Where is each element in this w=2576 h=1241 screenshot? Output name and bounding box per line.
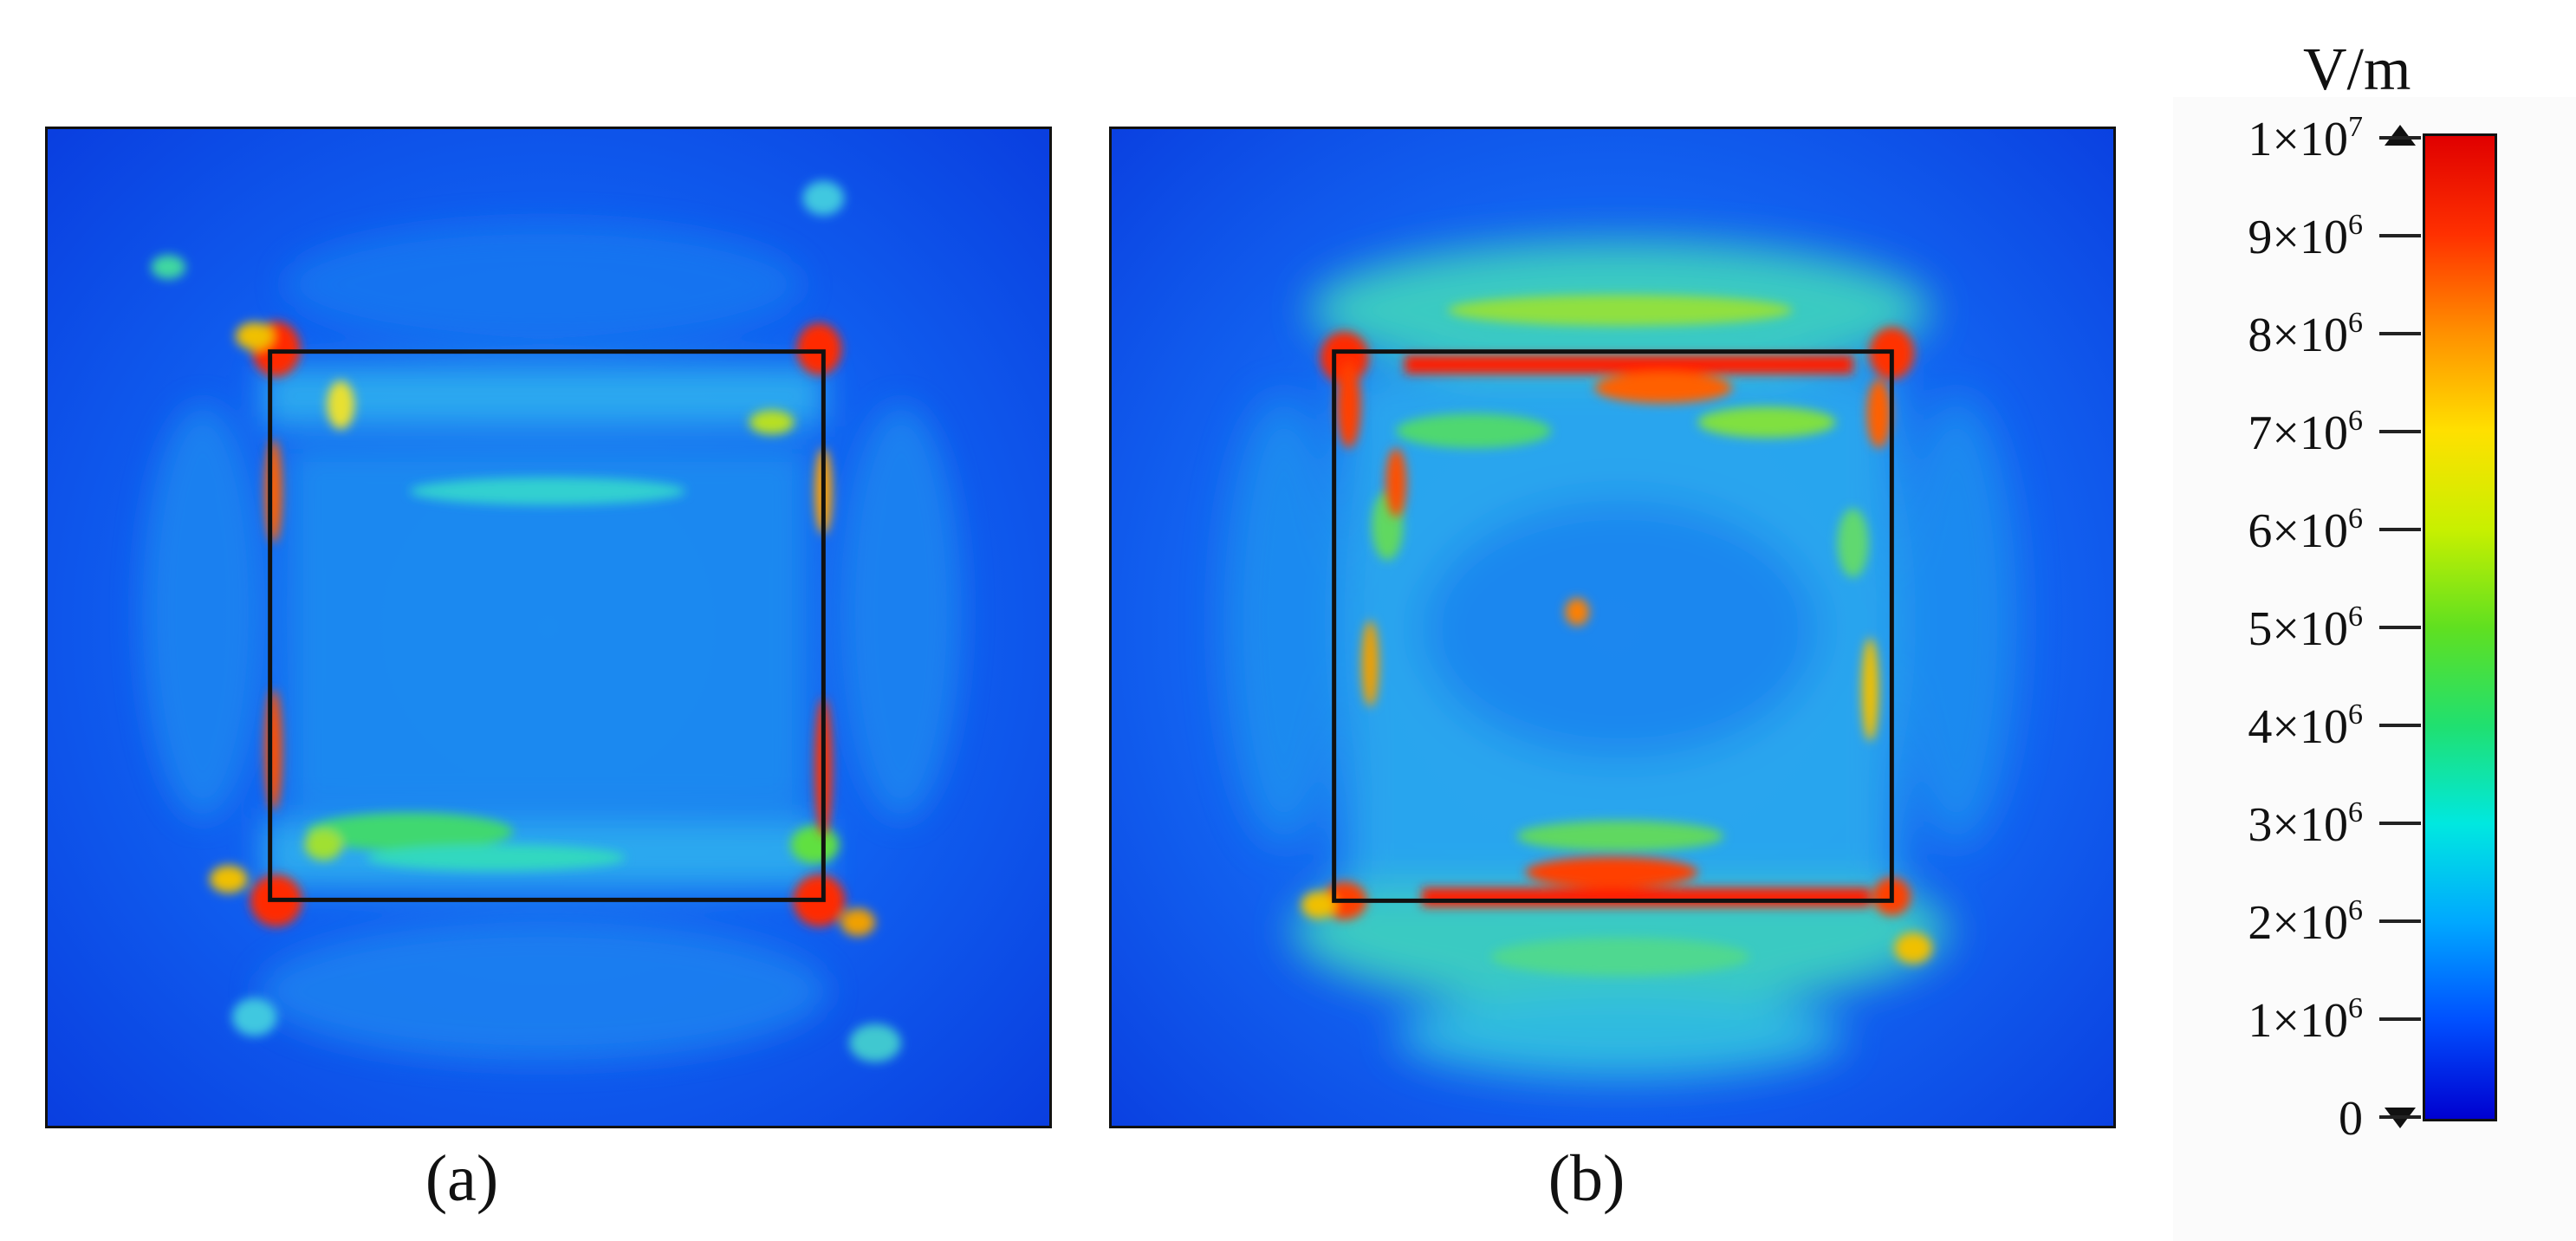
colorbar-tick-label: 9×106 — [2248, 211, 2363, 264]
tick-exponent: 6 — [2348, 698, 2363, 731]
caption-b: (b) — [1548, 1142, 1625, 1215]
tick-exponent: 6 — [2348, 601, 2363, 633]
tick-mantissa: 4×10 — [2248, 700, 2348, 754]
tick-mantissa: 2×10 — [2248, 896, 2348, 950]
tick-mantissa: 7×10 — [2248, 406, 2348, 460]
field-map-b — [1112, 129, 2113, 1126]
caption-a: (a) — [425, 1142, 499, 1215]
colorbar-tick — [2379, 234, 2421, 237]
colorbar-tick — [2379, 822, 2421, 825]
tick-mantissa: 5×10 — [2248, 602, 2348, 656]
tick-mantissa: 8×10 — [2248, 309, 2348, 362]
colorbar-tick — [2379, 626, 2421, 629]
colorbar-tick-label: 5×106 — [2248, 602, 2363, 656]
tick-mantissa: 0 — [2339, 1092, 2363, 1146]
colorbar-tick-label: 1×106 — [2248, 994, 2363, 1048]
colorbar-tick-label: 1×107 — [2248, 113, 2363, 166]
max-arrow-icon — [2385, 125, 2416, 146]
colorbar-tick-label: 8×106 — [2248, 309, 2363, 362]
colorbar-tick-label: 2×106 — [2248, 896, 2363, 950]
colorbar-tick — [2379, 1017, 2421, 1021]
colorbar-tick-label: 7×106 — [2248, 406, 2363, 460]
colorbar-unit-label: V/m — [2303, 36, 2411, 103]
tick-exponent: 6 — [2348, 405, 2363, 437]
colorbar-tick-label: 6×106 — [2248, 504, 2363, 558]
tick-exponent: 7 — [2348, 111, 2363, 143]
tick-exponent: 6 — [2348, 209, 2363, 241]
tick-exponent: 6 — [2348, 503, 2363, 535]
tick-exponent: 6 — [2348, 894, 2363, 926]
colorbar-tick-label: 3×106 — [2248, 798, 2363, 852]
colorbar-tick — [2379, 430, 2421, 433]
tick-mantissa: 1×10 — [2248, 994, 2348, 1048]
tick-mantissa: 1×10 — [2248, 113, 2348, 166]
colorbar-tick — [2379, 136, 2421, 140]
tick-mantissa: 9×10 — [2248, 211, 2348, 264]
field-map-panel-b — [1109, 127, 2116, 1128]
field-map-a — [48, 129, 1049, 1126]
colorbar-tick — [2379, 1115, 2421, 1119]
field-map-panel-a — [45, 127, 1052, 1128]
colorbar-gradient — [2423, 133, 2497, 1121]
tick-mantissa: 3×10 — [2248, 798, 2348, 852]
colorbar-tick — [2379, 528, 2421, 531]
colorbar-tick-label: 0 — [2339, 1095, 2363, 1143]
tick-exponent: 6 — [2348, 307, 2363, 339]
colorbar-tick — [2379, 332, 2421, 335]
colorbar-background — [2173, 97, 2576, 1241]
tick-exponent: 6 — [2348, 796, 2363, 828]
colorbar-tick — [2379, 724, 2421, 727]
tick-exponent: 6 — [2348, 992, 2363, 1024]
colorbar-tick — [2379, 919, 2421, 923]
colorbar-tick-label: 4×106 — [2248, 700, 2363, 754]
tick-mantissa: 6×10 — [2248, 504, 2348, 558]
